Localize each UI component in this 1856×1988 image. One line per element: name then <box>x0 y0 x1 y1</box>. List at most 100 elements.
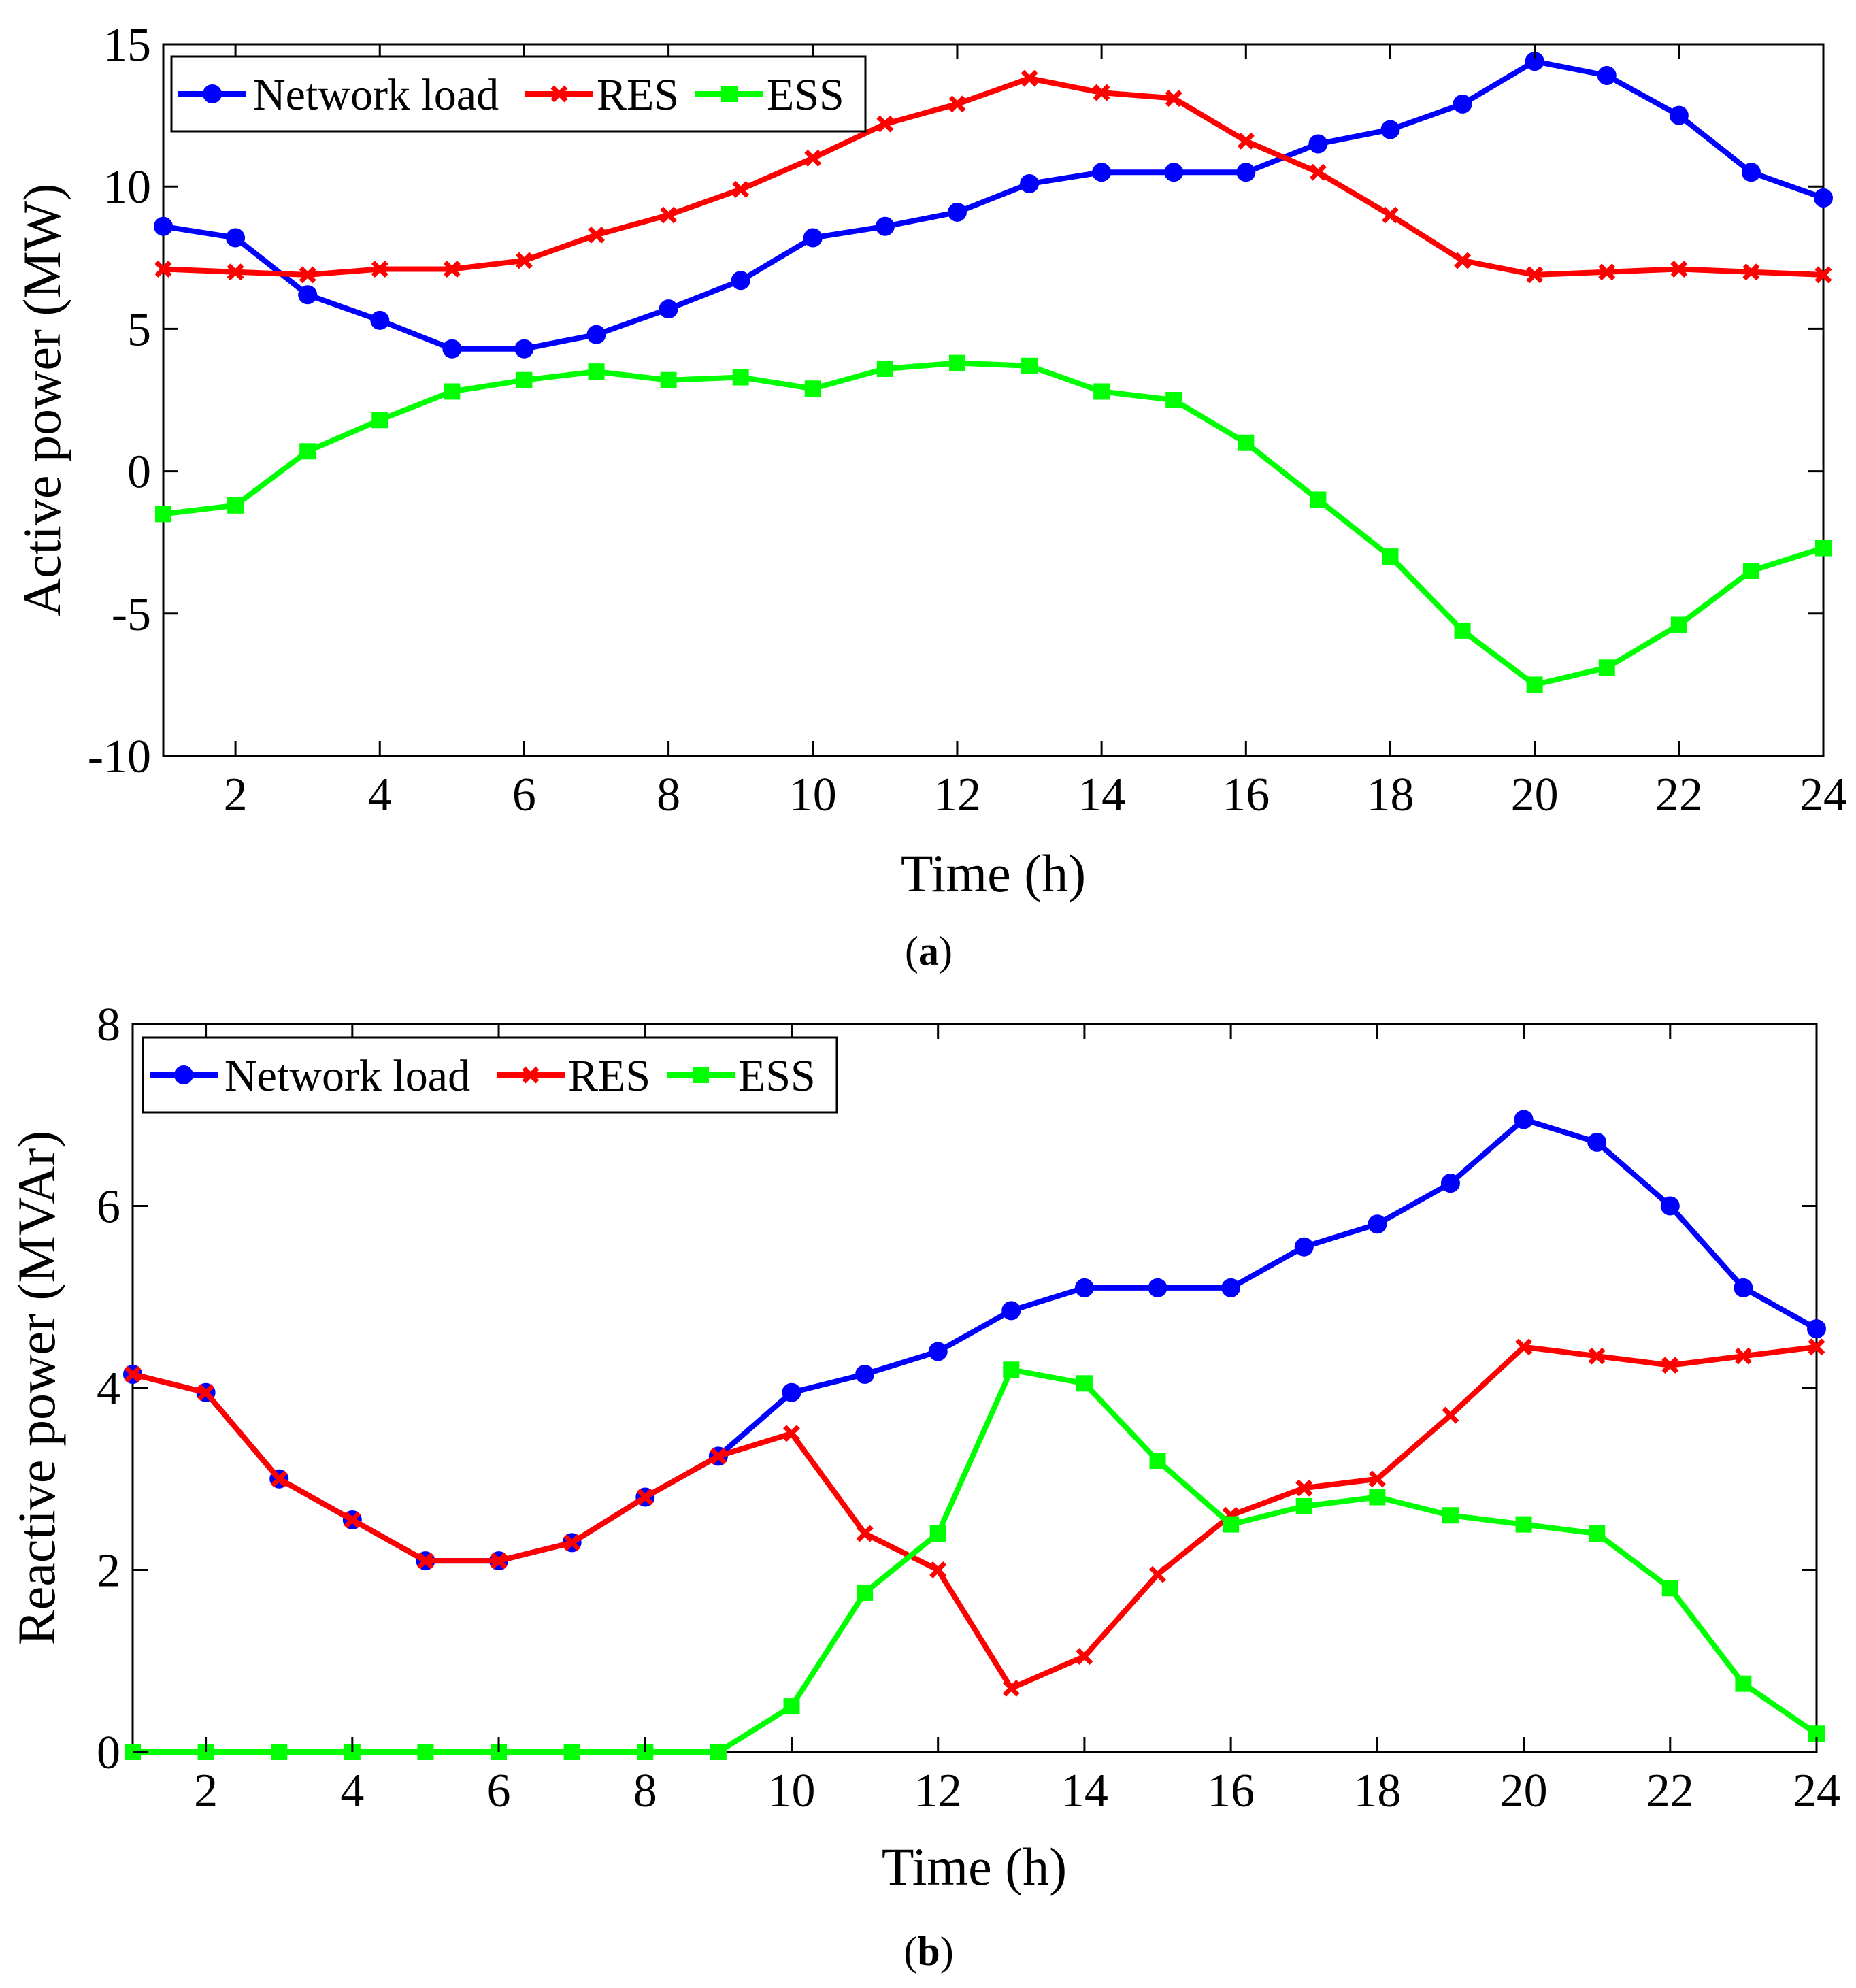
data-point-ess <box>1661 1580 1678 1597</box>
data-point-ess <box>710 1744 727 1760</box>
data-point-network-load <box>1814 188 1833 208</box>
data-point-network-load <box>1440 1174 1460 1193</box>
data-point-res <box>154 261 172 278</box>
data-point-ess <box>1093 383 1110 400</box>
legend-label: RES <box>568 1051 650 1101</box>
data-point-network-load <box>154 216 173 236</box>
x-tick-label: 8 <box>633 1765 657 1817</box>
data-point-network-load <box>1308 134 1328 154</box>
data-point-ess <box>783 1698 800 1715</box>
data-point-ess <box>1165 392 1182 408</box>
x-tick-label: 6 <box>512 769 536 821</box>
plot-area <box>162 43 1825 757</box>
data-point-network-load <box>226 228 246 248</box>
data-point-ess <box>417 1744 434 1760</box>
y-tick-label: 8 <box>97 999 120 1051</box>
data-point-res <box>876 115 894 133</box>
data-point-network-load <box>1380 120 1400 139</box>
legend-label: Network load <box>253 70 499 120</box>
data-point-res <box>710 1447 727 1465</box>
legend-marker <box>721 86 738 102</box>
data-point-ess <box>155 506 171 523</box>
legend-label: Network load <box>225 1051 470 1101</box>
legend-label: RES <box>597 70 679 120</box>
y-tick-label: 5 <box>127 303 151 356</box>
data-point-network-load <box>298 285 318 305</box>
legend-marker <box>174 1065 193 1084</box>
data-point-ess <box>1515 1516 1532 1533</box>
data-point-ess <box>1589 1525 1606 1542</box>
data-point-res <box>588 226 605 244</box>
data-point-ess <box>1442 1507 1459 1524</box>
x-tick-label: 20 <box>1500 1765 1548 1817</box>
data-point-res <box>1295 1479 1313 1497</box>
panel-caption: (b) <box>904 1929 953 1974</box>
data-point-res <box>416 1552 434 1570</box>
data-point-network-load <box>1597 66 1617 86</box>
legend-marker <box>522 1066 540 1084</box>
data-point-network-load <box>1587 1132 1607 1152</box>
x-tick-label: 16 <box>1207 1765 1255 1817</box>
data-point-network-load <box>928 1342 948 1361</box>
data-point-ess <box>563 1744 580 1760</box>
data-point-res <box>1814 266 1832 284</box>
data-point-res <box>804 149 822 167</box>
data-point-network-load <box>782 1382 801 1402</box>
data-point-ess <box>732 369 749 386</box>
series-ess <box>155 354 1832 693</box>
data-point-ess <box>1310 491 1327 508</box>
series-line-ess <box>133 1367 1819 1755</box>
x-tick-label: 20 <box>1511 769 1559 821</box>
series-line-network-load <box>163 59 1825 352</box>
y-tick-label: 0 <box>97 1727 120 1779</box>
data-point-ess <box>1223 1516 1240 1533</box>
panel-caption: (a) <box>905 929 952 974</box>
data-point-ess <box>1526 676 1543 693</box>
data-point-ess <box>271 1744 288 1760</box>
data-point-network-load <box>1514 1110 1534 1129</box>
data-point-network-load <box>1741 163 1761 182</box>
x-tick-label: 8 <box>657 769 680 821</box>
data-point-network-load <box>1294 1237 1314 1257</box>
data-point-res <box>1742 263 1760 281</box>
legend-label: ESS <box>738 1051 816 1101</box>
legend: Network load RES ESS <box>142 1036 838 1114</box>
data-point-res <box>1368 1470 1386 1488</box>
data-point-ess <box>929 1525 946 1542</box>
data-point-res <box>1002 1679 1020 1697</box>
data-point-res <box>299 266 316 284</box>
data-point-ess <box>1670 616 1687 633</box>
data-point-ess <box>1003 1361 1020 1378</box>
data-point-res <box>371 261 388 278</box>
data-point-network-load <box>1453 94 1472 114</box>
y-axis-label: Active power (MW) <box>12 184 71 617</box>
series-line-res <box>132 1344 1817 1691</box>
legend-entry-res: RES <box>497 1051 650 1101</box>
data-point-res <box>124 1365 142 1383</box>
data-point-res <box>1734 1347 1752 1365</box>
data-point-network-load <box>1236 163 1256 182</box>
y-tick-label: 10 <box>103 161 151 214</box>
data-point-res <box>1149 1565 1166 1583</box>
data-point-res <box>490 1552 508 1570</box>
data-point-network-load <box>1807 1319 1826 1339</box>
series-res <box>124 1338 1825 1697</box>
legend-entry-network-load: Network load <box>150 1051 470 1101</box>
y-tick-label: 4 <box>97 1363 120 1415</box>
data-point-ess <box>444 383 461 400</box>
legend-marker <box>203 84 222 103</box>
data-point-ess <box>1382 548 1399 565</box>
data-point-res <box>636 1489 654 1506</box>
legend-marker <box>550 85 568 103</box>
data-point-res <box>344 1511 361 1529</box>
data-point-network-load <box>947 202 967 222</box>
data-point-network-load <box>586 325 606 344</box>
data-point-res <box>1165 90 1182 107</box>
data-point-res <box>443 261 461 278</box>
data-point-ess <box>227 497 244 514</box>
data-point-network-load <box>1074 1278 1094 1297</box>
data-point-res <box>1598 263 1616 281</box>
